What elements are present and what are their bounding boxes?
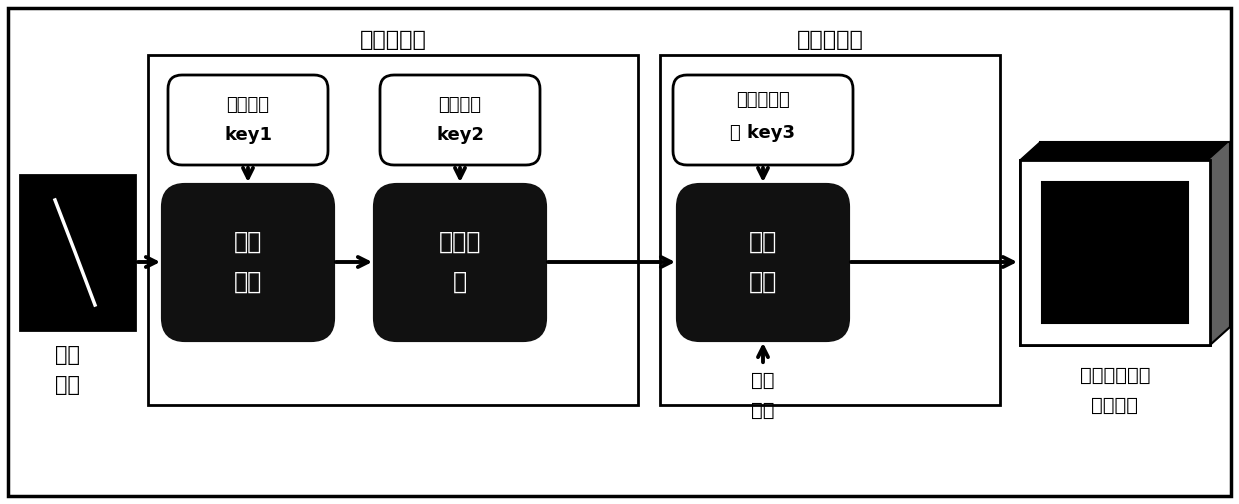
Text: 嵌入: 嵌入	[748, 270, 777, 294]
Text: 嵌密信: 嵌密信	[439, 230, 481, 254]
Bar	[1042, 182, 1188, 323]
Text: 隐秘: 隐秘	[751, 370, 774, 390]
FancyBboxPatch shape	[673, 75, 852, 165]
FancyBboxPatch shape	[375, 185, 545, 340]
Text: 加密密钥: 加密密钥	[227, 96, 270, 114]
Polygon shape	[1020, 142, 1230, 160]
Text: 数据: 数据	[748, 230, 777, 254]
Text: 数据隐藏者: 数据隐藏者	[797, 30, 864, 50]
FancyBboxPatch shape	[380, 75, 540, 165]
Text: 含隐秘信息的: 含隐秘信息的	[1079, 365, 1150, 385]
Text: 钥 key3: 钥 key3	[731, 124, 795, 142]
FancyBboxPatch shape	[169, 75, 328, 165]
Bar	[1020, 160, 1211, 345]
Text: key2: key2	[436, 126, 484, 144]
Text: 数据隐藏密: 数据隐藏密	[736, 91, 790, 109]
Text: 内容拥有者: 内容拥有者	[359, 30, 426, 50]
FancyBboxPatch shape	[678, 185, 847, 340]
Text: 信息: 信息	[751, 401, 774, 419]
Text: 加密: 加密	[234, 270, 263, 294]
Text: 原始: 原始	[55, 345, 81, 365]
Text: 图像: 图像	[55, 375, 81, 395]
FancyBboxPatch shape	[164, 185, 333, 340]
Bar	[660, 55, 1000, 405]
Text: 加密密钥: 加密密钥	[439, 96, 482, 114]
Bar	[1020, 160, 1211, 345]
Text: key1: key1	[224, 126, 273, 144]
Bar	[20, 175, 135, 330]
Text: 息: 息	[453, 270, 467, 294]
Polygon shape	[1211, 142, 1230, 345]
Bar	[147, 55, 638, 405]
Text: 图像: 图像	[234, 230, 263, 254]
Text: 加密图像: 加密图像	[1092, 396, 1139, 414]
